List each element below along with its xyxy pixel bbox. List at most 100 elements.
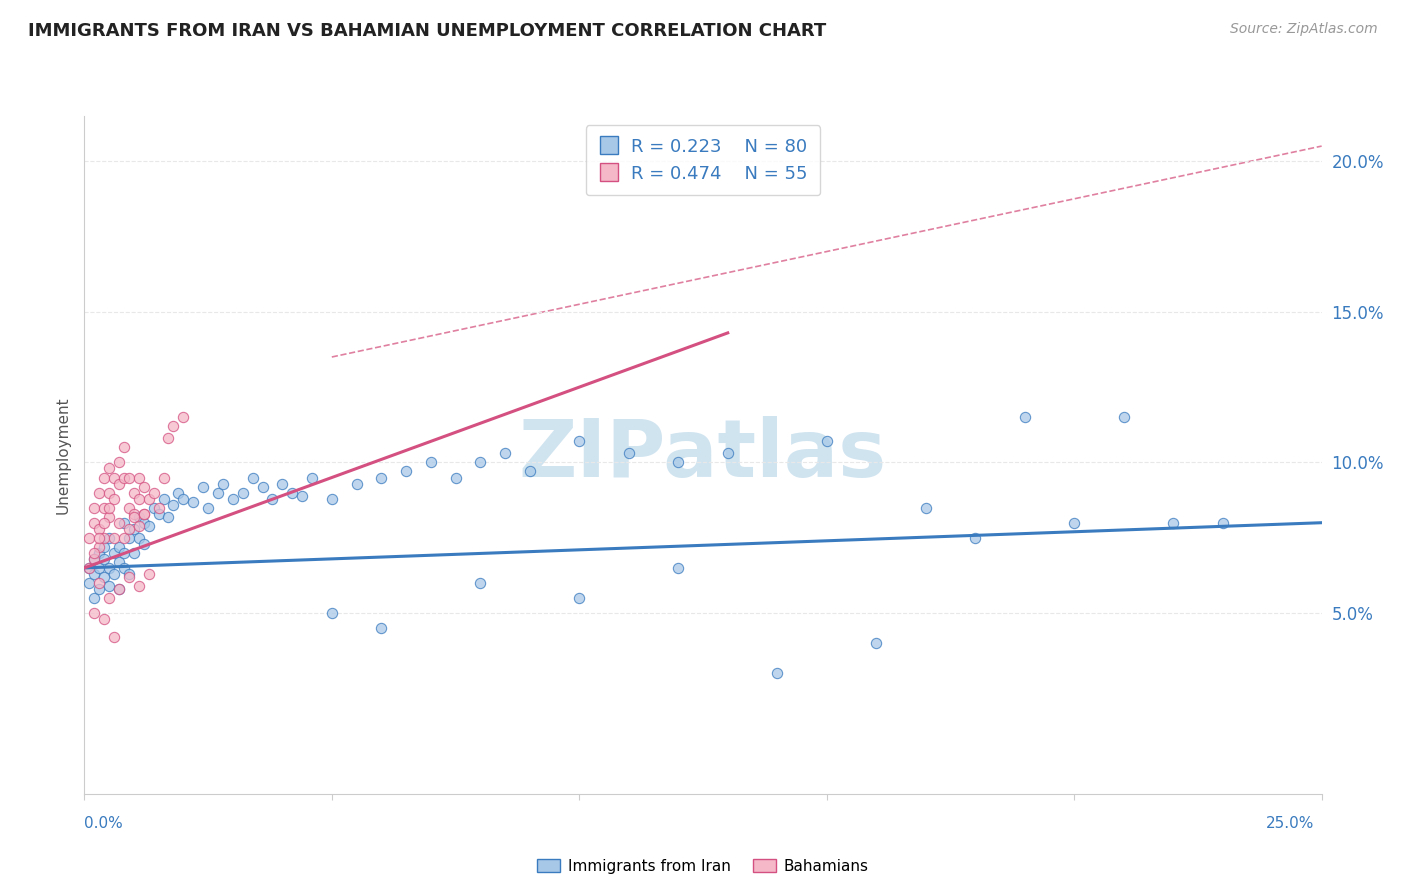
Point — [93, 570, 115, 584]
Point — [207, 485, 229, 500]
Point — [568, 591, 591, 605]
Y-axis label: Unemployment: Unemployment — [55, 396, 70, 514]
Point — [132, 479, 155, 493]
Point — [1212, 516, 1234, 530]
Point — [138, 566, 160, 581]
Text: Source: ZipAtlas.com: Source: ZipAtlas.com — [1230, 22, 1378, 37]
Point — [93, 470, 115, 484]
Point — [98, 485, 121, 500]
Point — [157, 431, 180, 445]
Point — [519, 465, 541, 479]
Point — [93, 552, 115, 566]
Point — [138, 518, 160, 533]
Point — [232, 485, 254, 500]
Point — [108, 455, 131, 469]
Point — [617, 446, 640, 460]
Point — [108, 582, 131, 596]
Point — [271, 476, 294, 491]
Point — [112, 561, 135, 575]
Point — [666, 455, 689, 469]
Point — [142, 500, 165, 515]
Point — [162, 419, 184, 434]
Point — [112, 441, 135, 455]
Point — [242, 470, 264, 484]
Point — [128, 579, 150, 593]
Point — [83, 606, 105, 620]
Point — [152, 491, 174, 506]
Point — [98, 591, 121, 605]
Point — [470, 455, 492, 469]
Point — [132, 507, 155, 521]
Point — [965, 531, 987, 545]
Point — [108, 516, 131, 530]
Point — [83, 516, 105, 530]
Point — [112, 516, 135, 530]
Point — [162, 498, 184, 512]
Point — [568, 434, 591, 449]
Point — [167, 485, 190, 500]
Point — [83, 552, 105, 566]
Point — [83, 591, 105, 605]
Point — [181, 494, 204, 508]
Point — [321, 606, 343, 620]
Point — [108, 476, 131, 491]
Point — [112, 470, 135, 484]
Point — [89, 561, 111, 575]
Point — [103, 566, 125, 581]
Point — [118, 531, 141, 545]
Point — [89, 485, 111, 500]
Point — [83, 500, 105, 515]
Point — [370, 621, 392, 635]
Point — [212, 476, 235, 491]
Point — [118, 470, 141, 484]
Point — [914, 500, 936, 515]
Point — [98, 461, 121, 475]
Point — [262, 491, 284, 506]
Point — [1161, 516, 1184, 530]
Point — [79, 561, 101, 575]
Point — [89, 546, 111, 560]
Point — [93, 500, 115, 515]
Point — [815, 434, 838, 449]
Point — [191, 479, 214, 493]
Point — [93, 612, 115, 626]
Point — [128, 509, 150, 524]
Point — [93, 540, 115, 554]
Point — [108, 540, 131, 554]
Point — [494, 446, 516, 460]
Point — [103, 531, 125, 545]
Point — [281, 485, 304, 500]
Text: 25.0%: 25.0% — [1267, 816, 1315, 831]
Legend: Immigrants from Iran, Bahamians: Immigrants from Iran, Bahamians — [531, 853, 875, 880]
Point — [89, 576, 111, 591]
Point — [148, 500, 170, 515]
Point — [291, 489, 314, 503]
Point — [122, 507, 145, 521]
Point — [470, 576, 492, 591]
Point — [395, 465, 418, 479]
Point — [79, 531, 101, 545]
Point — [717, 446, 740, 460]
Point — [103, 630, 125, 644]
Point — [666, 561, 689, 575]
Point — [103, 546, 125, 560]
Point — [89, 531, 111, 545]
Text: IMMIGRANTS FROM IRAN VS BAHAMIAN UNEMPLOYMENT CORRELATION CHART: IMMIGRANTS FROM IRAN VS BAHAMIAN UNEMPLO… — [28, 22, 827, 40]
Point — [122, 509, 145, 524]
Point — [98, 579, 121, 593]
Point — [93, 516, 115, 530]
Point — [419, 455, 441, 469]
Point — [865, 636, 887, 650]
Point — [766, 666, 789, 681]
Point — [128, 531, 150, 545]
Point — [1063, 516, 1085, 530]
Point — [1112, 410, 1135, 425]
Legend: R = 0.223    N = 80, R = 0.474    N = 55: R = 0.223 N = 80, R = 0.474 N = 55 — [586, 125, 820, 195]
Point — [128, 518, 150, 533]
Point — [128, 470, 150, 484]
Point — [148, 507, 170, 521]
Point — [444, 470, 467, 484]
Point — [370, 470, 392, 484]
Point — [83, 566, 105, 581]
Point — [98, 531, 121, 545]
